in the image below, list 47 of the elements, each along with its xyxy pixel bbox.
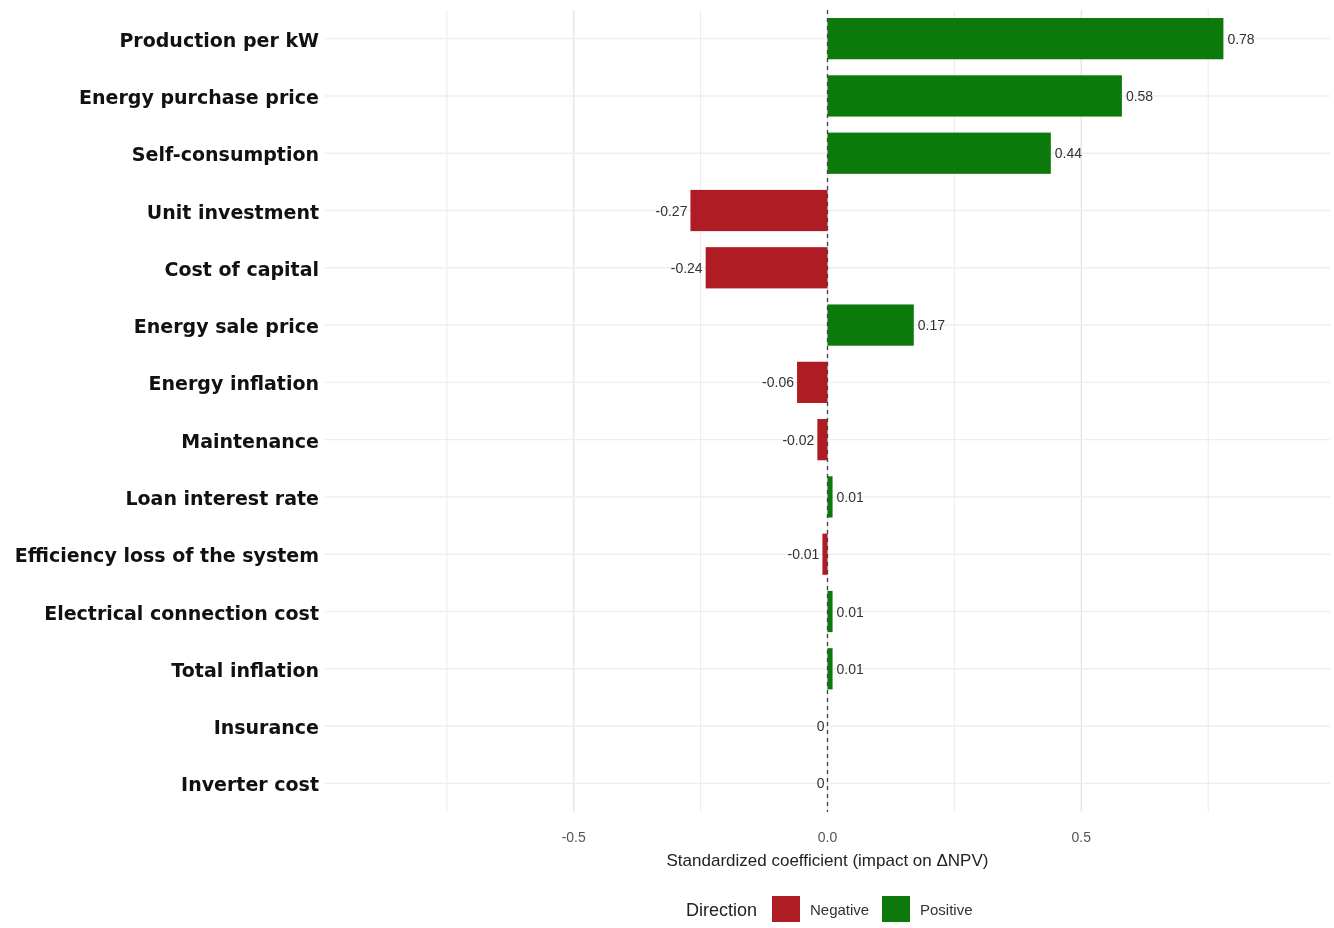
data-label: 0.78 — [1227, 30, 1255, 47]
bar — [827, 132, 1051, 174]
bar — [827, 590, 833, 633]
bar — [827, 304, 914, 346]
bar — [827, 18, 1224, 60]
y-tick-label: Energy purchase price — [79, 85, 319, 108]
data-label: -0.24 — [670, 259, 703, 276]
legend-label: Positive — [920, 901, 973, 918]
y-tick-label: Efficiency loss of the system — [14, 544, 319, 567]
y-tick-label: Cost of capital — [164, 257, 319, 280]
data-label: 0.01 — [836, 660, 865, 677]
y-tick-label: Maintenance — [181, 429, 319, 452]
data-label: -0.02 — [782, 431, 815, 448]
x-tick-label: -0.5 — [561, 829, 586, 845]
data-label: 0 — [816, 775, 825, 792]
data-label: 0.44 — [1054, 145, 1083, 162]
data-label: -0.01 — [787, 546, 820, 563]
bar — [827, 476, 833, 518]
legend-title: Direction — [686, 900, 758, 920]
y-tick-label: Energy inflation — [148, 372, 319, 395]
y-tick-label: Total inflation — [171, 658, 319, 681]
data-label: -0.27 — [655, 202, 688, 219]
y-tick-label: Self-consumption — [131, 143, 319, 166]
data-label: 0.01 — [836, 488, 865, 505]
bar — [827, 75, 1122, 117]
data-label: -0.06 — [762, 374, 795, 391]
data-label: 0 — [816, 718, 825, 735]
bar — [817, 419, 828, 461]
y-tick-label: Electrical connection cost — [44, 601, 319, 624]
data-label: 0.01 — [836, 603, 865, 620]
y-tick-label: Insurance — [213, 716, 319, 739]
data-label: 0.58 — [1125, 87, 1154, 104]
y-tick-label: Unit investment — [146, 200, 319, 223]
bar — [690, 189, 828, 232]
x-tick-label: 0.0 — [817, 829, 838, 845]
bar — [822, 533, 828, 575]
y-tick-label: Production per kW — [119, 28, 320, 51]
y-tick-label: Inverter cost — [181, 773, 319, 796]
bar — [797, 361, 828, 403]
legend-label: Negative — [810, 901, 870, 918]
x-axis-title: Standardized coefficient (impact on ΔNPV) — [666, 851, 989, 870]
data-label: 0.17 — [917, 317, 946, 334]
bar — [827, 648, 833, 690]
bar — [705, 247, 828, 289]
x-tick-label: 0.5 — [1071, 829, 1092, 845]
y-tick-label: Energy sale price — [133, 315, 319, 338]
y-tick-label: Loan interest rate — [125, 486, 319, 509]
